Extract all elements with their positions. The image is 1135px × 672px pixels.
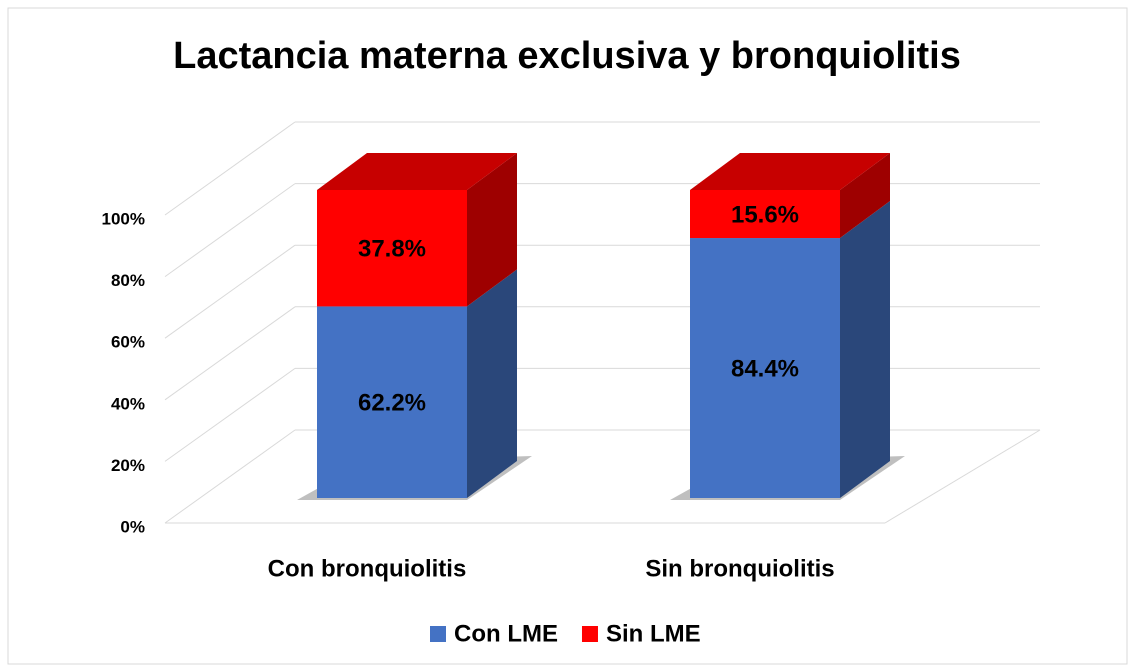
data-label: 84.4% xyxy=(731,355,799,382)
x-tick-label: Sin bronquiolitis xyxy=(645,555,834,582)
bar xyxy=(317,190,467,307)
chart-border xyxy=(7,7,1128,665)
data-label: 15.6% xyxy=(731,201,799,228)
legend-label: Sin LME xyxy=(606,620,701,647)
grid-line xyxy=(164,429,296,524)
grid-line xyxy=(164,244,296,339)
grid-line xyxy=(164,183,296,278)
bar xyxy=(690,190,840,239)
bar-side xyxy=(467,269,517,498)
legend-swatch xyxy=(430,626,446,642)
bar-side xyxy=(467,153,517,307)
y-tick-label: 80% xyxy=(111,271,145,290)
bar xyxy=(690,238,840,498)
grid-line xyxy=(164,306,296,401)
bar xyxy=(317,306,467,498)
legend-label: Con LME xyxy=(454,620,558,647)
grid-line xyxy=(164,367,296,462)
bar-top xyxy=(317,153,517,190)
y-tick-label: 0% xyxy=(120,517,145,536)
x-tick-label: Con bronquiolitis xyxy=(268,555,467,582)
chart-title: Lactancia materna exclusiva y bronquioli… xyxy=(173,35,961,77)
y-tick-label: 60% xyxy=(111,333,145,352)
y-tick-label: 40% xyxy=(111,394,145,413)
floor-edge xyxy=(884,429,1041,524)
bar-side xyxy=(840,201,890,498)
y-tick-label: 100% xyxy=(102,209,145,228)
bar-side xyxy=(840,153,890,239)
grid-line xyxy=(164,121,296,216)
y-tick-label: 20% xyxy=(111,456,145,475)
bar-top xyxy=(690,153,890,190)
data-label: 37.8% xyxy=(358,236,426,263)
data-label: 62.2% xyxy=(358,390,426,417)
legend-swatch xyxy=(581,626,598,642)
